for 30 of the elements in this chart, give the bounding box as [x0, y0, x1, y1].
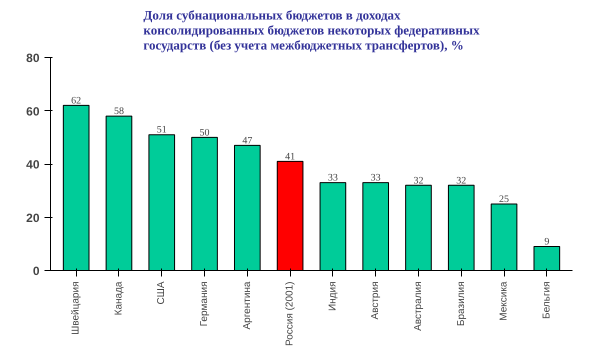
data-label: 62 — [71, 95, 82, 106]
data-label: 41 — [285, 151, 296, 162]
data-label: 25 — [499, 194, 510, 205]
data-label: 32 — [413, 175, 424, 186]
x-tick-label: Канада — [113, 281, 124, 316]
y-tick-label: 0 — [32, 264, 40, 278]
y-tick-label: 80 — [26, 51, 40, 65]
data-label: 32 — [456, 175, 466, 186]
y-tick-label: 60 — [26, 104, 40, 118]
data-label: 47 — [242, 135, 252, 146]
x-tick-label: Россия (2001) — [284, 281, 296, 346]
x-tick-label: Мексика — [498, 281, 510, 321]
y-tick-label: 20 — [26, 210, 40, 225]
x-tick-label: Австралия — [412, 281, 424, 331]
x-tick-label: Бразилия — [456, 281, 467, 326]
data-label: 58 — [114, 106, 124, 118]
data-label: 33 — [370, 172, 381, 184]
x-tick-label: Швейцария — [70, 281, 82, 335]
chart-title: Доля субнациональных бюджетов в доходах консолидированных бюджетов некоторых федеративных государств (без учета межбюджетных трансфертов), % — [143, 8, 480, 52]
x-tick-label: Германия — [199, 281, 210, 326]
data-label: 9 — [544, 236, 550, 248]
y-tick-label: 40 — [26, 158, 40, 172]
x-tick-label: Бельгия — [541, 281, 552, 319]
data-label: 33 — [328, 172, 338, 184]
x-tick-label: Аргентина — [242, 281, 253, 330]
data-label: 51 — [156, 124, 167, 136]
x-tick-label: Индия — [327, 282, 338, 312]
data-label: 50 — [200, 127, 210, 138]
x-tick-label: Австрия — [370, 281, 382, 320]
x-tick-label: США — [156, 281, 168, 305]
